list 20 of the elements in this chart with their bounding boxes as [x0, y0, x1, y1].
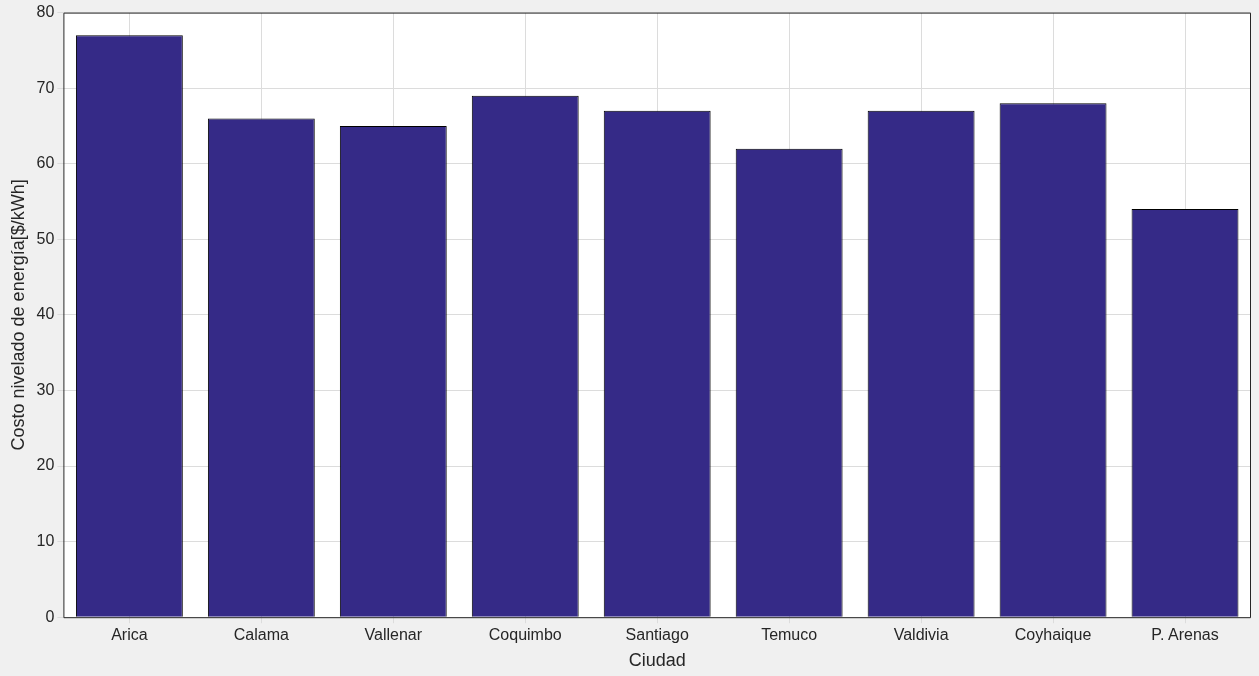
y-tick-label: 0	[45, 607, 55, 625]
x-tick-label: Santiago	[625, 626, 689, 644]
x-tick-label: Vallenar	[364, 626, 423, 644]
x-tick-label: Coyhaique	[1014, 626, 1092, 644]
y-tick-label: 80	[36, 3, 55, 21]
y-tick-label: 10	[36, 532, 55, 550]
x-axis-title: Ciudad	[628, 650, 686, 671]
x-tick-label: Coquimbo	[488, 626, 562, 644]
x-tick-label: Valdivia	[893, 626, 949, 644]
x-tick-label: Calama	[233, 626, 289, 644]
y-tick-label: 40	[36, 305, 55, 323]
y-tick-label: 20	[36, 456, 55, 474]
y-tick-label: 70	[36, 78, 55, 96]
y-tick-label: 60	[36, 154, 55, 172]
y-axis-title: Costo nivelado de energía[$/kWh]	[7, 179, 28, 451]
x-tick-label: Arica	[111, 626, 148, 644]
x-tick-label: Temuco	[761, 626, 818, 644]
x-tick-label: P. Arenas	[1151, 626, 1219, 644]
y-tick-label: 50	[36, 229, 55, 247]
y-tick-label: 30	[36, 380, 55, 398]
